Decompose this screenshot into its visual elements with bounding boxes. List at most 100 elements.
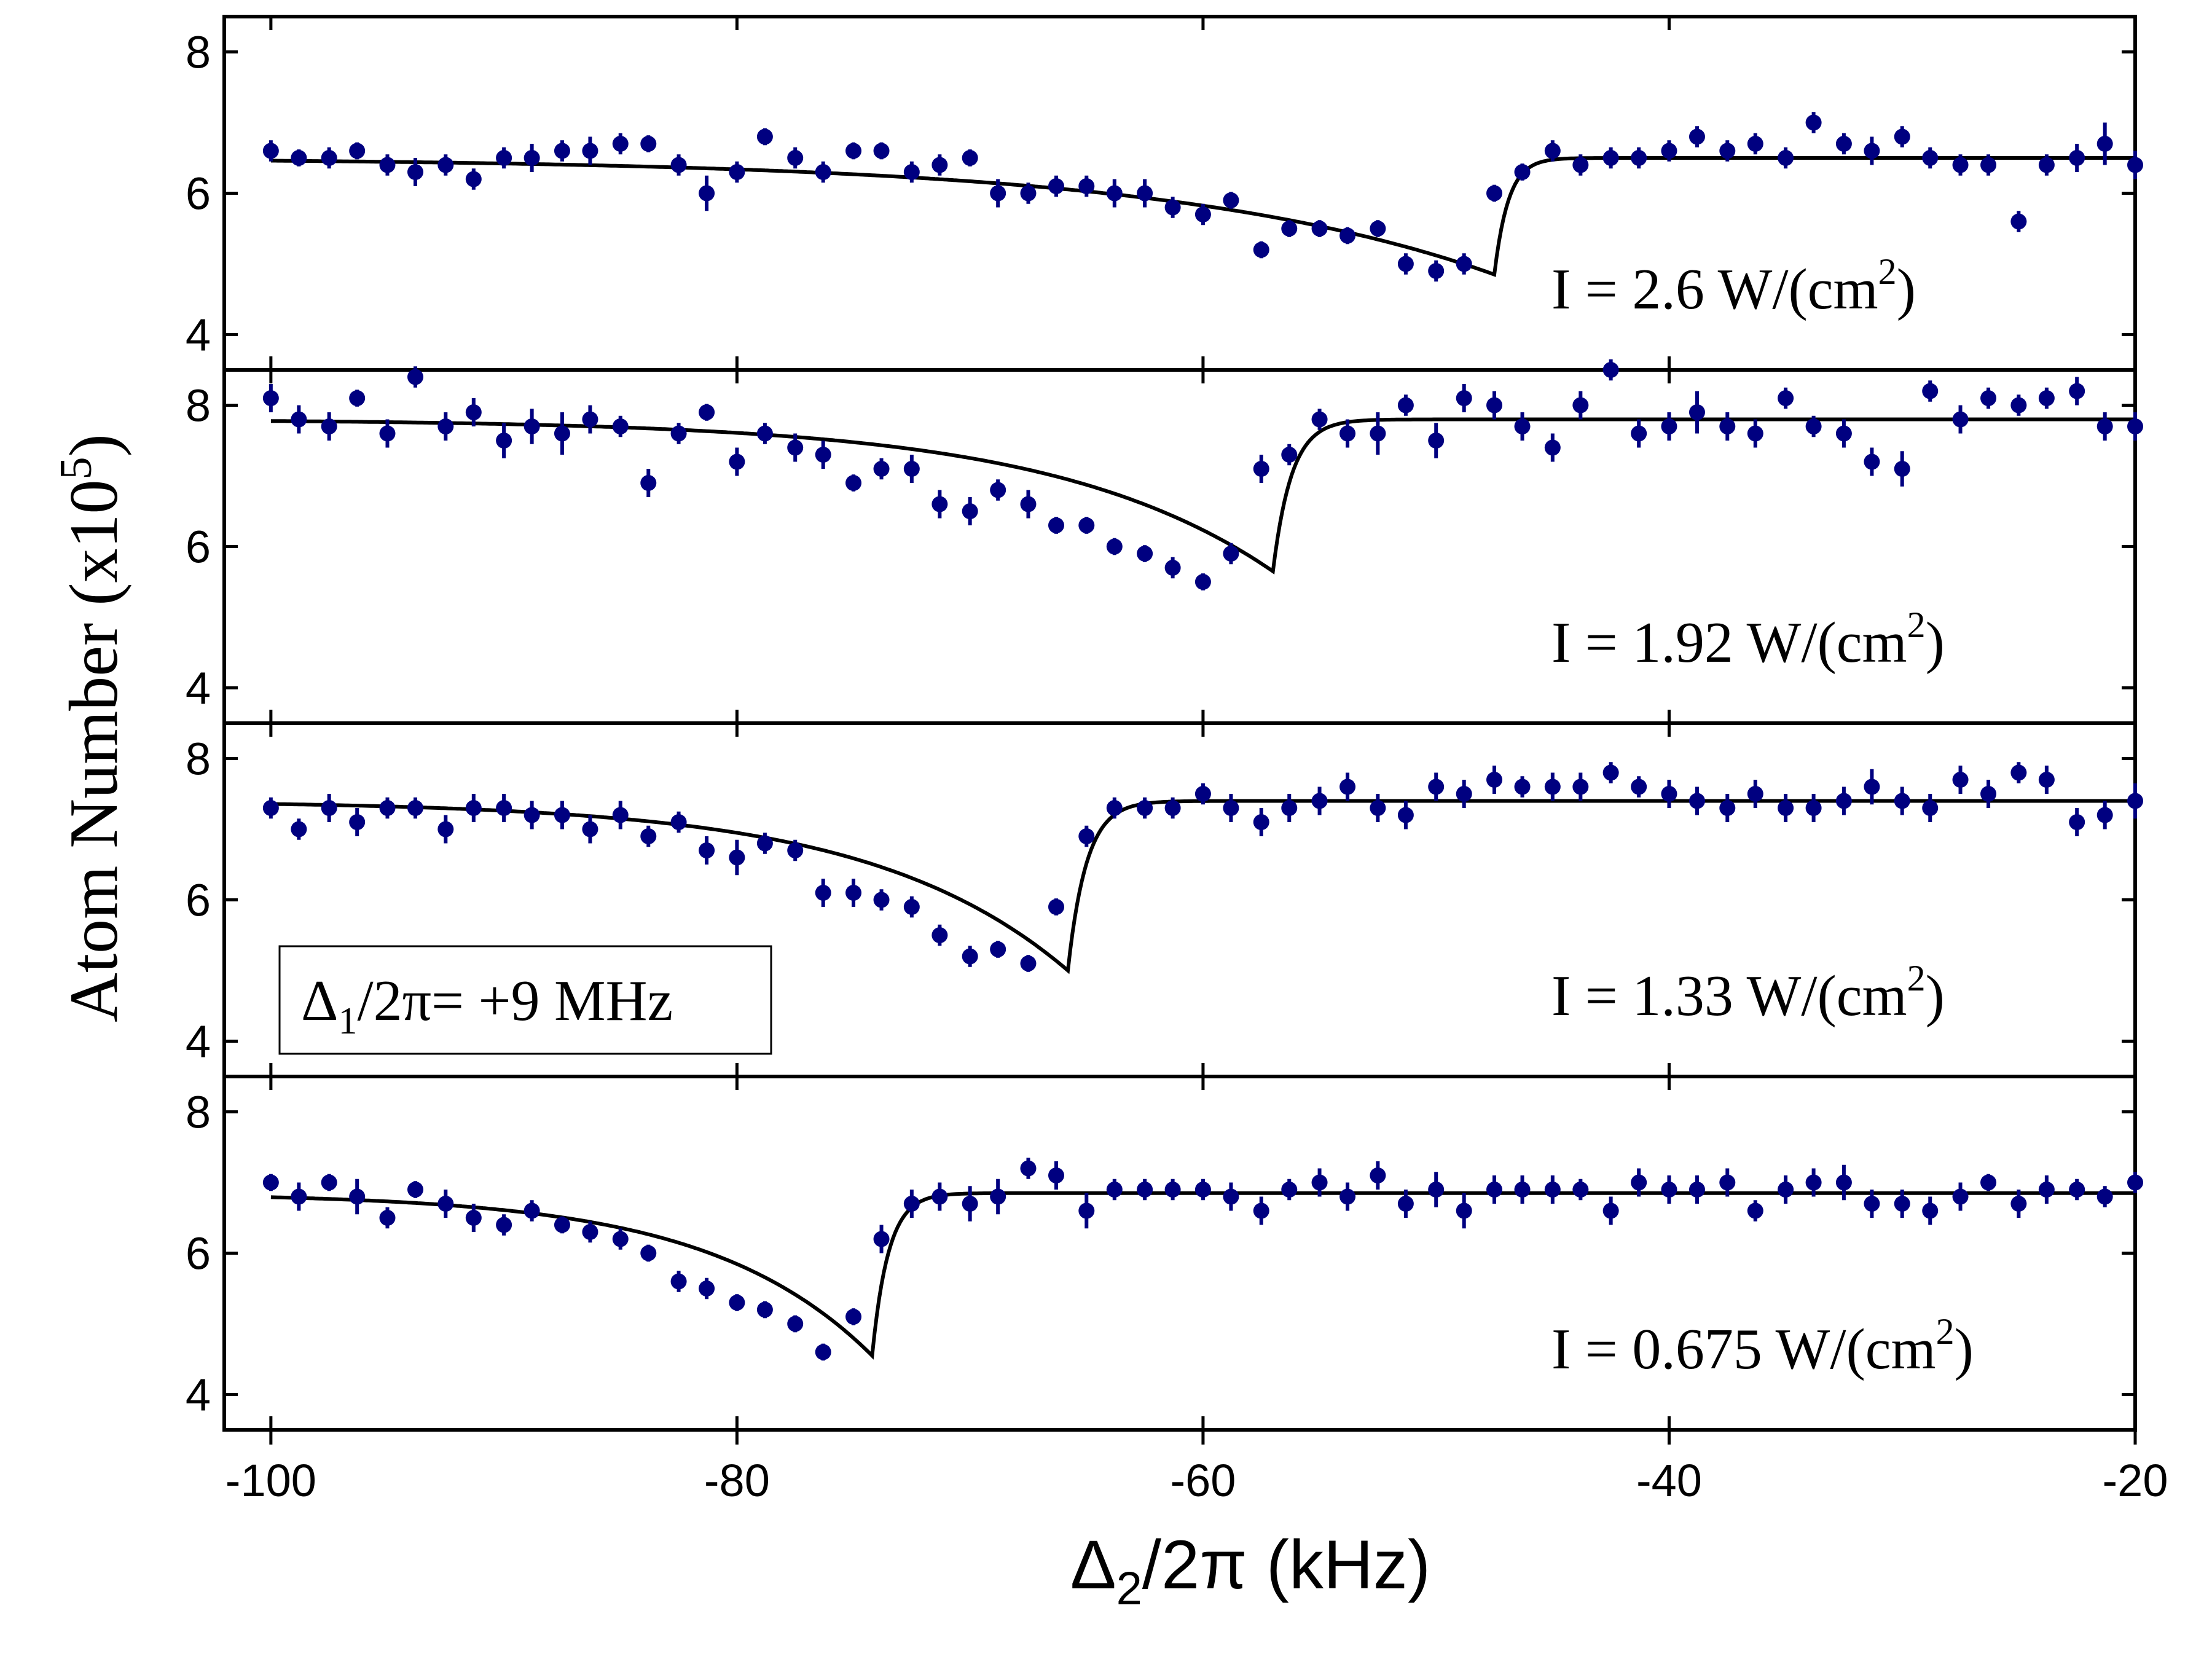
data-point xyxy=(554,807,570,823)
data-point xyxy=(787,1316,804,1332)
x-tick-label: -20 xyxy=(2103,1455,2168,1506)
data-point xyxy=(465,404,482,420)
data-point xyxy=(2127,1174,2143,1191)
data-point xyxy=(990,941,1006,957)
intensity-label-text: I = 2.6 W/(cm xyxy=(1551,257,1878,321)
data-point xyxy=(437,157,454,173)
data-point xyxy=(1747,786,1763,802)
data-point xyxy=(1428,433,1445,449)
data-point xyxy=(1688,793,1705,809)
data-point xyxy=(496,433,512,449)
data-point xyxy=(1223,192,1239,208)
intensity-label-close: ) xyxy=(1926,611,1945,675)
y-axis-title-superscript: 5 xyxy=(51,457,101,479)
data-point xyxy=(845,1309,862,1325)
data-point xyxy=(1544,1182,1561,1198)
x-tick-label: -40 xyxy=(1636,1455,1702,1506)
data-point xyxy=(496,1217,512,1233)
data-point xyxy=(262,143,279,159)
data-point xyxy=(640,475,657,491)
data-point xyxy=(2069,1182,2085,1198)
data-point xyxy=(1106,185,1123,202)
data-point xyxy=(1631,425,1647,442)
data-point xyxy=(2069,814,2085,830)
data-point xyxy=(582,143,598,159)
data-point xyxy=(729,164,745,180)
data-point xyxy=(2127,418,2143,434)
data-point xyxy=(407,164,423,180)
intensity-label-text: I = 1.33 W/(cm xyxy=(1551,964,1907,1028)
data-point xyxy=(1106,538,1123,555)
data-point xyxy=(379,1210,396,1226)
data-point xyxy=(1835,1174,1852,1191)
x-tick-label: -80 xyxy=(704,1455,770,1506)
data-point xyxy=(1486,185,1503,202)
data-point xyxy=(349,143,366,159)
data-point xyxy=(1339,1188,1356,1205)
data-point xyxy=(640,828,657,844)
data-point xyxy=(1456,390,1472,406)
data-point xyxy=(1835,793,1852,809)
data-point xyxy=(1778,1182,1794,1198)
data-point xyxy=(1223,800,1239,816)
data-point xyxy=(1137,1182,1153,1198)
data-point xyxy=(291,150,307,166)
data-point xyxy=(524,1202,540,1219)
data-point xyxy=(2038,390,2055,406)
data-point xyxy=(787,842,804,858)
data-point xyxy=(612,136,629,152)
data-point xyxy=(1572,779,1589,795)
data-point xyxy=(524,418,540,434)
data-point xyxy=(582,821,598,837)
data-point xyxy=(1311,221,1328,237)
data-point xyxy=(1602,150,1619,166)
data-point xyxy=(291,821,307,837)
data-point xyxy=(873,892,890,908)
data-point xyxy=(349,1188,366,1205)
data-point xyxy=(2096,807,2113,823)
data-point xyxy=(262,1174,279,1191)
data-point xyxy=(1661,418,1677,434)
data-point xyxy=(1486,397,1503,414)
data-point xyxy=(2010,397,2027,414)
y-tick-label: 8 xyxy=(186,27,211,78)
data-point xyxy=(1164,199,1181,216)
data-point xyxy=(729,453,745,470)
data-point xyxy=(1922,383,1939,399)
data-point xyxy=(699,185,715,202)
data-point xyxy=(1106,1182,1123,1198)
fit-curve xyxy=(270,417,2135,575)
data-point xyxy=(1835,425,1852,442)
data-point xyxy=(1428,263,1445,279)
x-axis-title-subscript: 2 xyxy=(1116,1563,1142,1615)
data-point xyxy=(1952,157,1969,173)
intensity-label: I = 0.675 W/(cm2) xyxy=(1551,1311,1974,1381)
data-point xyxy=(1194,574,1211,590)
data-point xyxy=(903,164,920,180)
data-point xyxy=(1661,786,1677,802)
data-point xyxy=(1572,397,1589,414)
data-point xyxy=(1778,150,1794,166)
data-point xyxy=(1805,800,1822,816)
data-point xyxy=(1719,1174,1736,1191)
data-point xyxy=(756,1301,773,1318)
data-point xyxy=(729,849,745,866)
data-point xyxy=(962,1196,978,1212)
data-point xyxy=(1602,362,1619,378)
data-point xyxy=(1688,1182,1705,1198)
data-point xyxy=(1164,800,1181,816)
data-point xyxy=(1194,206,1211,222)
data-point xyxy=(407,1182,423,1198)
data-point xyxy=(1835,136,1852,152)
data-point xyxy=(1952,411,1969,428)
inset-label-part-1: Δ xyxy=(301,969,338,1033)
data-point xyxy=(379,425,396,442)
intensity-label-close: ) xyxy=(1926,964,1945,1028)
data-point xyxy=(670,425,687,442)
data-point xyxy=(2069,150,2085,166)
data-point xyxy=(1311,793,1328,809)
data-point xyxy=(962,948,978,965)
data-point xyxy=(1339,227,1356,244)
